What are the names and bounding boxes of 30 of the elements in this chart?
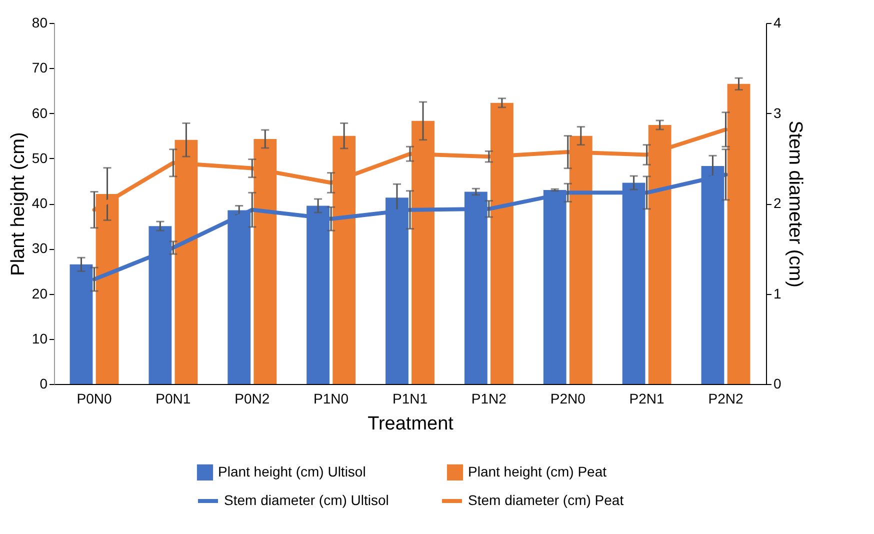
x-tick-label: P1N2	[471, 390, 507, 406]
legend-label: Plant height (cm) Peat	[468, 463, 607, 480]
y-tick-label: 80	[32, 14, 48, 30]
x-tick-label: P0N0	[76, 390, 112, 406]
y2-tick-label: 2	[774, 195, 782, 211]
y2-tick-label: 4	[774, 14, 782, 30]
legend-label: Stem diameter (cm) Ultisol	[224, 492, 389, 508]
x-tick-label: P1N1	[392, 390, 428, 406]
x-tick-label: P0N2	[234, 390, 270, 406]
y2-tick-label: 3	[774, 104, 782, 121]
y-tick-label: 60	[32, 104, 48, 121]
y2-tick-label: 1	[774, 285, 782, 302]
y-tick-label: 40	[32, 195, 48, 211]
y-tick-label: 50	[32, 150, 48, 166]
x-tick-label: P1N0	[314, 390, 349, 406]
y-tick-label: 10	[32, 330, 48, 346]
legend-label: Plant height (cm) Ultisol	[218, 463, 366, 480]
legend-label: Stem diameter (cm) Peat	[468, 492, 624, 508]
y-axis-title: Plant height (cm)	[8, 132, 29, 276]
y2-tick-label: 0	[774, 376, 782, 392]
x-tick-label: P2N1	[629, 390, 665, 406]
y-tick-label: 20	[32, 285, 48, 302]
y-tick-label: 70	[32, 60, 48, 76]
x-tick-label: P2N2	[708, 390, 744, 406]
y-tick-label: 30	[32, 240, 48, 256]
y-tick-label: 0	[40, 376, 48, 392]
x-axis-title: Treatment	[368, 414, 454, 434]
y2-axis-title: Stem diameter (cm)	[784, 120, 806, 288]
x-tick-label: P2N0	[550, 390, 586, 406]
x-tick-label: P0N1	[156, 390, 191, 406]
